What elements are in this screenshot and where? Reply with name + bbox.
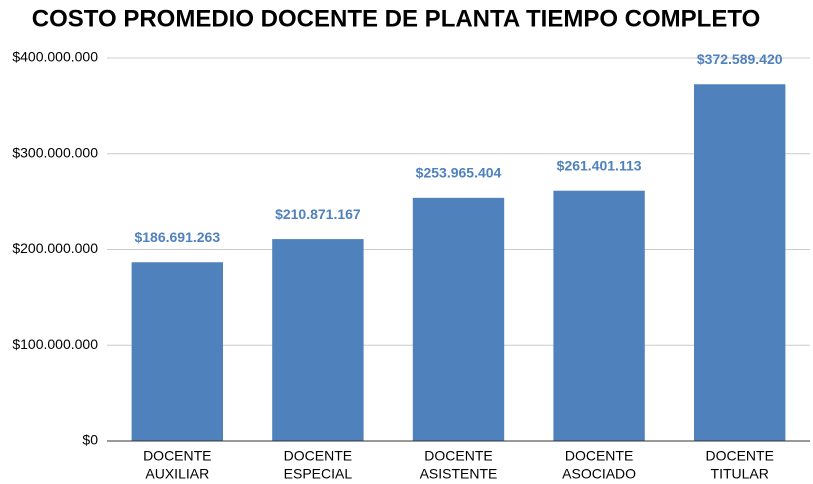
value-label: $261.401.113 [557,157,642,173]
y-tick-label: $300.000.000 [12,144,98,160]
bar [553,190,645,441]
x-tick-label: DOCENTE [143,448,211,464]
y-tick-label: $400.000.000 [12,49,98,65]
x-tick-label: DOCENTE [565,448,633,464]
x-tick-label: TITULAR [711,466,769,482]
value-label: $372.589.420 [697,51,783,67]
x-tick-label: ESPECIAL [284,466,353,482]
x-tick-label: ASISTENTE [420,466,498,482]
value-label: $186.691.263 [134,229,220,245]
x-tick-label: ASOCIADO [562,466,636,482]
x-tick-label: AUXILIAR [145,466,209,482]
chart-title: COSTO PROMEDIO DOCENTE DE PLANTA TIEMPO … [32,5,760,32]
bar [272,239,364,441]
y-tick-label: $200.000.000 [12,240,98,256]
bar [412,197,505,441]
bar [694,84,786,441]
value-label: $210.871.167 [275,206,361,222]
x-tick-label: DOCENTE [284,448,352,464]
y-tick-label: $0 [82,432,98,448]
value-label: $253.965.404 [416,165,502,181]
bar [131,262,223,441]
y-tick-label: $100.000.000 [12,336,98,352]
x-tick-label: DOCENTE [705,448,773,464]
x-tick-label: DOCENTE [424,448,492,464]
